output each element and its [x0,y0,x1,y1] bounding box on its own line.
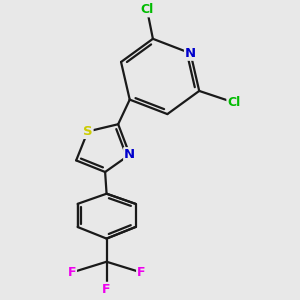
Text: N: N [185,47,196,60]
Text: Cl: Cl [140,3,154,16]
Text: F: F [102,283,111,296]
Text: Cl: Cl [227,96,241,109]
Text: S: S [83,125,93,138]
Text: N: N [124,148,135,161]
Text: F: F [137,266,146,279]
Text: F: F [68,266,76,279]
